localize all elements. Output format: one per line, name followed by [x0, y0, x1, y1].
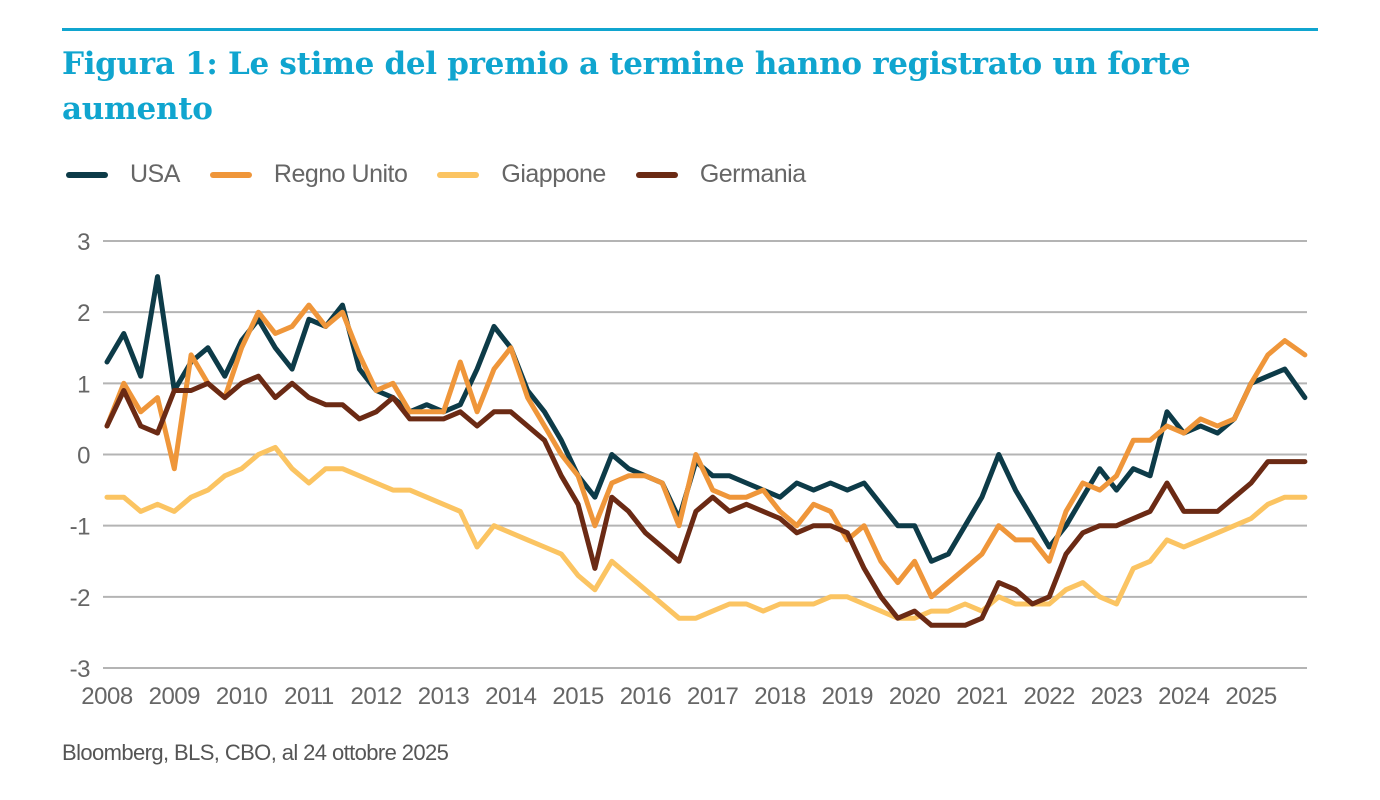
chart-title: Figura 1: Le stime del premio a termine … — [62, 46, 1191, 127]
x-tick-label: 2014 — [485, 683, 537, 710]
y-tick-label: 0 — [77, 443, 90, 470]
x-tick-label: 2012 — [351, 683, 403, 710]
x-tick-label: 2022 — [1024, 683, 1076, 710]
legend-label-regno-unito: Regno Unito — [273, 160, 408, 188]
series-line-giappone — [104, 444, 1308, 621]
x-tick-label: 2015 — [552, 683, 604, 710]
y-tick-label: -1 — [70, 514, 90, 541]
legend-item-giappone: Giappone — [437, 160, 606, 189]
legend-swatch-regno-unito — [209, 171, 252, 178]
legend-label-germania: Germania — [699, 160, 806, 188]
series-line-regno-unito — [104, 302, 1308, 600]
y-tick-label: 3 — [77, 229, 90, 256]
x-tick-label: 2013 — [418, 683, 470, 710]
legend-item-regno-unito: Regno Unito — [209, 160, 408, 189]
x-tick-label: 2010 — [216, 683, 268, 710]
y-tick-label: 1 — [77, 371, 90, 398]
legend-label-usa: USA — [130, 160, 180, 188]
legend-swatch-giappone — [437, 171, 480, 178]
series-line-germania — [104, 373, 1308, 628]
x-tick-label: 2023 — [1091, 683, 1143, 710]
x-tick-label: 2008 — [81, 683, 133, 710]
source-note: Bloomberg, BLS, CBO, al 24 ottobre 2025 — [62, 740, 449, 765]
x-tick-label: 2016 — [620, 683, 672, 710]
y-tick-label: 2 — [77, 300, 90, 327]
x-tick-label: 2018 — [754, 683, 806, 710]
legend-item-germania: Germania — [635, 160, 806, 189]
legend-item-usa: USA — [66, 160, 180, 189]
x-tick-label: 2009 — [149, 683, 201, 710]
x-tick-label: 2019 — [822, 683, 874, 710]
x-tick-label: 2024 — [1158, 683, 1210, 710]
legend-label-giappone: Giappone — [501, 160, 606, 188]
title-rule — [62, 28, 1318, 31]
x-tick-label: 2025 — [1225, 683, 1277, 710]
legend-swatch-germania — [635, 171, 678, 178]
x-tick-label: 2021 — [956, 683, 1008, 710]
x-tick-label: 2020 — [889, 683, 941, 710]
x-tick-label: 2017 — [687, 683, 739, 710]
x-tick-label: 2011 — [284, 683, 334, 710]
y-tick-label: -3 — [70, 656, 90, 683]
legend: USA Regno Unito Giappone Germania — [66, 160, 836, 189]
y-tick-label: -2 — [70, 585, 90, 612]
legend-swatch-usa — [66, 171, 108, 178]
series-line-usa — [104, 274, 1308, 564]
